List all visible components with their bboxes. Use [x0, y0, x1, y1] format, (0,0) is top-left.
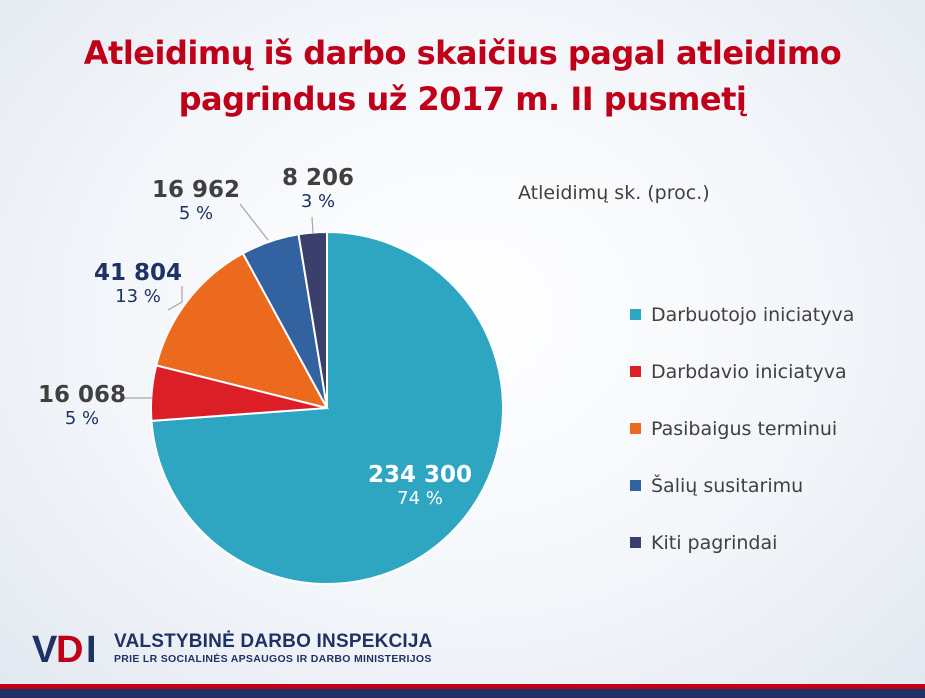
legend-item-4: Šalių susitarimu — [630, 457, 854, 514]
legend-swatch-4 — [630, 480, 641, 491]
data-label-value-4: 16 962 — [152, 177, 240, 203]
data-label-value-1: 234 300 — [368, 462, 472, 488]
legend-item-5: Kiti pagrindai — [630, 514, 854, 571]
data-label-value-3: 41 804 — [94, 260, 182, 286]
data-label-percent-1: 74 % — [397, 488, 443, 509]
svg-text:V: V — [32, 629, 58, 668]
footer-blue-stripe — [0, 689, 925, 698]
legend-label-4: Šalių susitarimu — [651, 474, 804, 497]
leader-line-3 — [167, 286, 183, 311]
legend-label-5: Kiti pagrindai — [651, 531, 778, 554]
legend-swatch-2 — [630, 366, 641, 377]
legend-swatch-1 — [630, 309, 641, 320]
legend-item-1: Darbuotojo iniciatyva — [630, 286, 854, 343]
data-label-percent-4: 5 % — [179, 203, 213, 224]
legend-label-2: Darbdavio iniciatyva — [651, 360, 847, 383]
vdi-logo: V D I VALSTYBINĖ DARBO INSPEKCIJA PRIE L… — [32, 628, 433, 668]
leader-line-5 — [311, 216, 314, 235]
data-label-value-5: 8 206 — [282, 165, 354, 191]
chart-legend: Darbuotojo iniciatyva Darbdavio iniciatyv… — [630, 286, 854, 571]
leader-line-4 — [239, 203, 269, 241]
data-label-percent-3: 13 % — [115, 286, 161, 307]
legend-label-1: Darbuotojo iniciatyva — [651, 303, 855, 326]
legend-item-2: Darbdavio iniciatyva — [630, 343, 854, 400]
svg-text:D: D — [56, 629, 83, 668]
chart-title: Atleidimų iš darbo skaičius pagal atleid… — [83, 34, 842, 118]
logo-subtitle: PRIE LR SOCIALINĖS APSAUGOS IR DARBO MIN… — [114, 653, 432, 665]
legend-item-3: Pasibaigus terminui — [630, 400, 854, 457]
data-label-percent-2: 5 % — [65, 408, 99, 429]
data-label-percent-5: 3 % — [301, 191, 335, 212]
vdi-logo-mark: V D I — [32, 629, 97, 668]
data-label-value-2: 16 068 — [38, 382, 126, 408]
pie-slice-3 — [155, 252, 329, 410]
legend-swatch-3 — [630, 423, 641, 434]
svg-text:I: I — [86, 629, 97, 668]
chart-subtitle: Atleidimų sk. (proc.) — [518, 182, 710, 204]
legend-label-3: Pasibaigus terminui — [651, 417, 838, 440]
logo-name: VALSTYBINĖ DARBO INSPEKCIJA — [114, 631, 433, 652]
legend-swatch-5 — [630, 537, 641, 548]
footer-red-stripe — [0, 684, 925, 689]
